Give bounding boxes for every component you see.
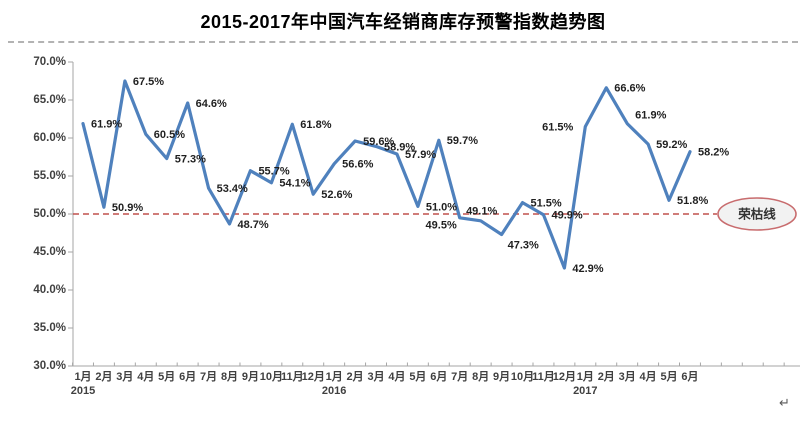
boom-bust-ellipse [717,197,797,231]
data-point-label: 58.2% [698,147,729,159]
data-point-label: 61.5% [542,122,573,134]
x-axis-month-label: 1月 [74,370,91,383]
x-axis-month-label: 10月 [260,370,283,383]
x-axis-month-label: 6月 [430,370,447,383]
x-axis-month-label: 8月 [472,370,489,383]
x-axis-month-label: 7月 [451,370,468,383]
x-axis-month-label: 5月 [660,370,677,383]
data-labels: 61.9% 50.9% 67.5% 60.5% 57.3% 64.6% 53.4% 48.7%… [91,76,729,275]
data-point-label: 50.9% [112,202,143,214]
x-axis-month-label: 2月 [347,370,364,383]
x-axis-month-label: 11月 [532,370,555,383]
data-point-label: 42.9% [572,263,603,275]
data-point-label: 53.4% [217,183,248,195]
y-axis-tick-label: 45.0% [33,246,66,258]
data-point-label: 59.7% [447,135,478,147]
boom-bust-label-bubble: 荣枯线 [717,197,797,231]
data-point-label: 61.9% [635,109,666,121]
data-point-label: 59.6% [363,136,394,148]
x-axis-month-label: 5月 [409,370,426,383]
x-axis-month-label: 1月 [326,370,343,383]
data-point-label: 55.7% [258,166,289,178]
x-axis-month-label: 10月 [511,370,534,383]
paragraph-return-mark: ↵ [779,395,790,410]
x-axis-month-label: 12月 [302,370,325,383]
data-point-label: 58.9% [384,141,415,153]
data-point-label: 61.9% [91,118,122,130]
x-axis-month-label: 11月 [281,370,304,383]
y-axis-tick-label: 55.0% [33,170,66,182]
x-axis-month-label: 6月 [179,370,196,383]
data-point-label: 49.5% [426,220,457,232]
x-axis-month-label: 6月 [681,370,698,383]
data-point-label: 59.2% [656,139,687,151]
data-point-label: 54.1% [279,178,310,190]
data-point-label: 51.5% [531,198,562,210]
y-axis-tick-label: 35.0% [33,322,66,334]
y-axis-tick-label: 65.0% [33,94,66,106]
x-axis-year-label: 2017 [573,385,597,397]
data-point-label: 57.3% [175,153,206,165]
x-axis-month-label: 3月 [619,370,636,383]
x-axis-month-label: 1月 [577,370,594,383]
y-axis-tick-label: 50.0% [33,208,66,220]
x-axis-month-label: 9月 [493,370,510,383]
x-axis-month-label: 12月 [553,370,576,383]
index-trend-line [81,79,692,270]
data-point-label: 48.7% [238,219,269,231]
data-point-label: 47.3% [508,239,539,251]
data-point-label: 57.9% [405,149,436,161]
y-axis: 30.0% 35.0% 40.0% 45.0% 50.0% 55.0% 60.0% 65.0%… [33,56,74,372]
y-axis-tick-label: 40.0% [33,284,66,296]
x-axis-month-label: 3月 [367,370,384,383]
x-axis-year-label: 2015 [71,385,95,397]
y-axis-tick-label: 70.0% [33,56,66,68]
x-axis-month-label: 4月 [640,370,657,383]
text-wrap-dashed-divider [8,41,798,43]
data-point-label: 56.6% [342,159,373,171]
x-axis-month-label: 3月 [116,370,133,383]
x-axis-year-label: 2016 [322,385,346,397]
x-axis-month-label: 4月 [388,370,405,383]
data-point-label: 61.8% [300,119,331,131]
boom-bust-label: 荣枯线 [737,206,776,221]
x-axis-month-label: 2月 [95,370,112,383]
data-point-label: 52.6% [321,189,352,201]
chart-title: 2015-2017年中国汽车经销商库存预警指数趋势图 [200,12,606,32]
y-axis-tick-label: 60.0% [33,132,66,144]
x-axis-month-label: 7月 [200,370,217,383]
data-point-label: 51.0% [426,201,457,213]
data-point-label: 51.8% [677,195,708,207]
data-point-label: 64.6% [196,98,227,110]
y-axis-tick-label: 30.0% [33,360,66,372]
x-axis-month-label: 4月 [137,370,154,383]
x-axis-month-label: 8月 [221,370,238,383]
data-point-label: 49.9% [551,210,582,222]
x-axis-month-label: 5月 [158,370,175,383]
data-point-label: 60.5% [154,129,185,141]
x-axis-month-label: 2月 [598,370,615,383]
x-axis-month-label: 9月 [242,370,259,383]
data-point-label: 66.6% [614,83,645,95]
data-point-label: 49.1% [466,206,497,218]
data-point-label: 67.5% [133,76,164,88]
